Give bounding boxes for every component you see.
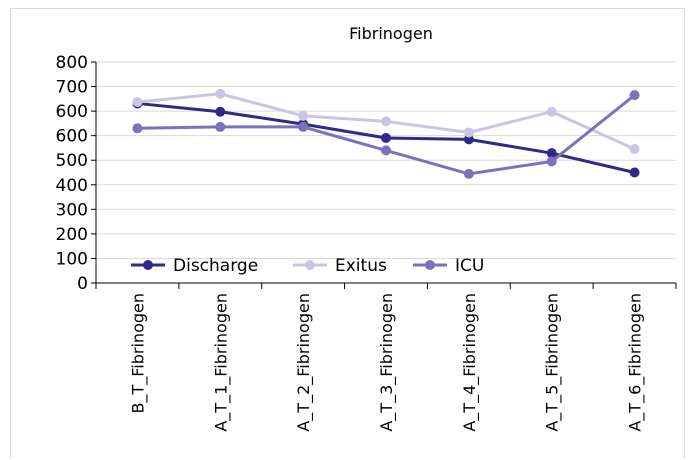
gridlines <box>96 61 676 259</box>
data-point-exitus <box>215 88 226 99</box>
data-point-exitus <box>546 106 557 117</box>
axes: 0 100 200 300 400 500 600 600 700 800 B_T_Fibrinog… <box>56 53 677 432</box>
data-point-icu <box>132 123 143 134</box>
y-tick-label: 300 <box>56 200 88 220</box>
legend: Discharge Exitus ICU <box>131 256 484 276</box>
x-tick-label: A_T_6_Fibrinogen <box>626 293 646 432</box>
chart-frame: Fibrinogen 0 100 200 300 400 500 600 600 700 800 B… <box>10 8 685 459</box>
y-tick-label: 600 <box>56 102 88 122</box>
data-point-discharge <box>381 132 391 143</box>
x-tick-label: A_T_5_Fibrinogen <box>543 293 563 432</box>
y-tick-label: 600 <box>56 127 88 147</box>
data-point-exitus <box>463 127 474 138</box>
x-tick-label: A_T_2_Fibrinogen <box>294 293 314 432</box>
legend-marker-icu <box>425 260 435 270</box>
data-point-icu <box>629 90 640 101</box>
data-point-icu <box>546 156 557 167</box>
x-tick-label: A_T_1_Fibrinogen <box>211 293 231 432</box>
chart-title: Fibrinogen <box>349 24 433 43</box>
data-point-exitus <box>298 110 309 121</box>
y-tick-label: 400 <box>56 176 88 196</box>
data-point-icu <box>381 145 391 156</box>
data-point-icu <box>298 121 309 132</box>
legend-label-discharge: Discharge <box>173 256 258 276</box>
data-point-discharge <box>546 148 557 159</box>
line-chart: Fibrinogen 0 100 200 300 400 500 600 600 700 800 B… <box>56 24 677 432</box>
data-point-icu <box>463 168 474 179</box>
legend-label-exitus: Exitus <box>335 256 387 276</box>
legend-marker-discharge <box>143 260 153 270</box>
data-point-discharge <box>629 167 640 178</box>
y-tick-label: 200 <box>56 225 88 245</box>
x-tick-label: A_T_4_Fibrinogen <box>460 293 480 432</box>
legend-label-icu: ICU <box>455 256 484 276</box>
data-point-icu <box>215 121 226 132</box>
data-point-exitus <box>629 144 640 155</box>
data-point-exitus <box>381 116 391 127</box>
data-point-discharge <box>215 106 226 117</box>
legend-marker-exitus <box>305 260 315 270</box>
series-lines <box>132 88 640 179</box>
x-tick-label: B_T_Fibrinogen <box>128 293 148 413</box>
data-point-discharge <box>463 134 474 145</box>
x-tick-label: A_T_3_Fibrinogen <box>377 293 397 432</box>
y-tick-label: 0 <box>77 274 88 294</box>
y-tick-label: 800 <box>56 53 88 73</box>
y-tick-label: 500 <box>56 151 88 171</box>
data-point-exitus <box>132 97 143 108</box>
y-tick-label: 100 <box>56 249 88 269</box>
y-tick-label: 700 <box>56 78 88 98</box>
